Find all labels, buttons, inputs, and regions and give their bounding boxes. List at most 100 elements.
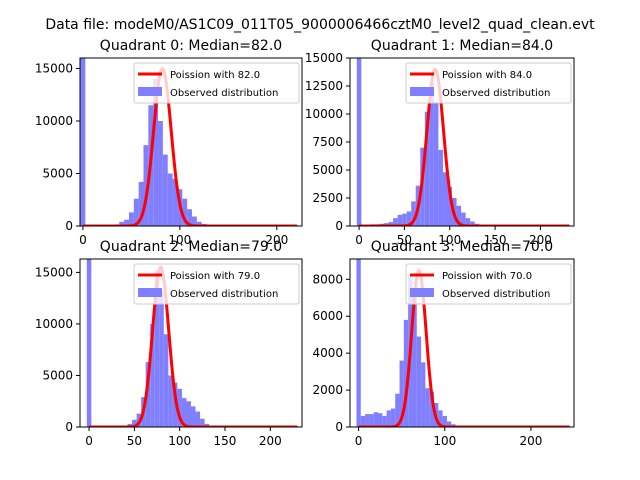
y-tick-label-2: 5000	[312, 163, 343, 177]
histogram-bar-9	[153, 79, 159, 226]
quadrant-1-panel: 0 50 100 150 200 0 2500 5000 7500 10000 12500 15000…	[305, 38, 575, 247]
histogram-bar-16	[187, 209, 192, 226]
figure-suptitle: Data file: modeM0/AS1C09_011T05_90000064…	[45, 17, 595, 33]
histogram-bar-2	[132, 419, 137, 427]
quadrant-2-panel: 0 50 100 150 200 0 5000 10000 15000 Poission with…	[35, 239, 303, 448]
histogram-bar-8	[390, 408, 396, 427]
histogram-bar-10	[399, 360, 404, 427]
histogram-bar-19	[438, 410, 443, 427]
histogram-bar-12	[167, 173, 173, 226]
legend: Poission with 84.0 Observed distribution	[405, 62, 572, 104]
histogram-bar-10	[402, 213, 407, 226]
x-tick-label-2: 200	[519, 434, 542, 448]
histogram-bar-7	[154, 270, 160, 427]
histogram-bar-15	[424, 111, 430, 226]
y-tick-label-0: 0	[335, 420, 343, 434]
histogram-bar-11	[172, 382, 178, 427]
histogram-bar-9	[395, 393, 400, 427]
legend-observed-label: Observed distribution	[442, 88, 550, 99]
histogram-bar-7	[386, 410, 391, 427]
histogram-bar-15	[421, 362, 426, 427]
y-tick-label-3: 6000	[312, 309, 343, 323]
histogram-bar-17	[429, 391, 434, 427]
axes-frame	[349, 258, 575, 428]
histogram-bar-18	[204, 423, 210, 427]
y-tick-label-1: 2000	[312, 383, 343, 397]
histogram-bar-0	[356, 58, 362, 226]
histogram-bar-13	[172, 178, 178, 226]
x-tick-label-2: 100	[438, 233, 461, 247]
histogram-bar-12	[411, 201, 416, 226]
y-tick-label-3: 15000	[35, 62, 73, 76]
histogram-bar-4	[373, 412, 378, 427]
legend: Poission with 70.0 Observed distribution	[405, 263, 572, 305]
histogram-bar-17	[200, 418, 205, 427]
x-tick-label-2: 200	[265, 233, 288, 247]
histogram-bar-14	[186, 401, 191, 427]
x-tick-label-3: 150	[484, 233, 507, 247]
poisson-curve	[82, 67, 298, 226]
histogram-bar-11	[162, 154, 168, 226]
histogram-bar-24	[465, 218, 471, 226]
x-tick-label-1: 100	[433, 434, 456, 448]
x-tick-label-0: 0	[355, 434, 363, 448]
histogram-bar-9	[163, 334, 169, 427]
quadrant-0-panel: 0 100 200 0 5000 10000 15000 Poission with 82.0…	[35, 38, 303, 247]
histogram-bar-0	[356, 259, 361, 427]
histogram-bar-13	[412, 290, 417, 427]
histogram-bar-18	[438, 149, 443, 226]
histogram-bar-9	[397, 214, 403, 226]
x-tick-label-1: 50	[397, 233, 412, 247]
histogram-bar-6	[382, 415, 387, 427]
histogram-bar-3	[124, 219, 129, 226]
y-tick-label-2: 4000	[312, 346, 343, 360]
x-tick-label-1: 100	[168, 233, 191, 247]
legend-observed-swatch	[138, 87, 162, 96]
histogram-bar-4	[128, 212, 134, 226]
histogram-bar-5	[133, 198, 139, 226]
histogram-bar-5	[378, 413, 383, 427]
histogram-bar-6	[150, 323, 155, 427]
legend-box	[133, 62, 300, 104]
y-tick-label-3: 7500	[312, 135, 343, 149]
legend-observed-swatch	[410, 288, 434, 297]
histogram-bar-15	[182, 198, 188, 226]
y-tick-label-1: 2500	[312, 191, 343, 205]
legend-poisson-label: Poission with 79.0	[170, 271, 260, 282]
histogram-bar-1	[360, 415, 366, 427]
y-tick-label-0: 0	[335, 219, 343, 233]
axes-frame	[79, 258, 303, 428]
histogram-bar-21	[446, 421, 452, 427]
histogram-bar-0	[80, 58, 86, 226]
legend-box	[405, 263, 572, 305]
histogram-bar-7	[388, 222, 394, 226]
y-tick-label-6: 15000	[305, 51, 343, 65]
x-tick-label-1: 50	[127, 434, 142, 448]
legend-observed-label: Observed distribution	[170, 88, 278, 99]
histogram-bar-20	[447, 186, 453, 226]
histogram-bar-16	[425, 388, 430, 427]
histogram-bar-2	[365, 414, 370, 427]
histogram-bar-8	[393, 218, 398, 226]
histogram-bar-10	[168, 375, 173, 427]
histogram-bar-17	[191, 216, 197, 226]
x-tick-label-0: 0	[79, 233, 87, 247]
histogram-bar-12	[177, 388, 182, 427]
axes-frame	[79, 57, 303, 227]
histogram-bar-14	[416, 336, 422, 427]
x-tick-label-2: 100	[168, 434, 191, 448]
histogram-bar-10	[158, 121, 163, 226]
histogram-bar-7	[143, 145, 149, 226]
histogram-bar-3	[369, 414, 374, 427]
x-tick-label-3: 150	[214, 434, 237, 448]
histogram-bar-16	[195, 411, 201, 427]
legend-poisson-label: Poission with 84.0	[442, 70, 532, 81]
histogram-bar-16	[429, 82, 434, 226]
histogram-bar-25	[470, 221, 475, 226]
histogram-bar-17	[433, 102, 439, 226]
histogram-bar-19	[442, 172, 448, 226]
legend-observed-label: Observed distribution	[442, 289, 550, 300]
legend: Poission with 82.0 Observed distribution	[133, 62, 300, 104]
